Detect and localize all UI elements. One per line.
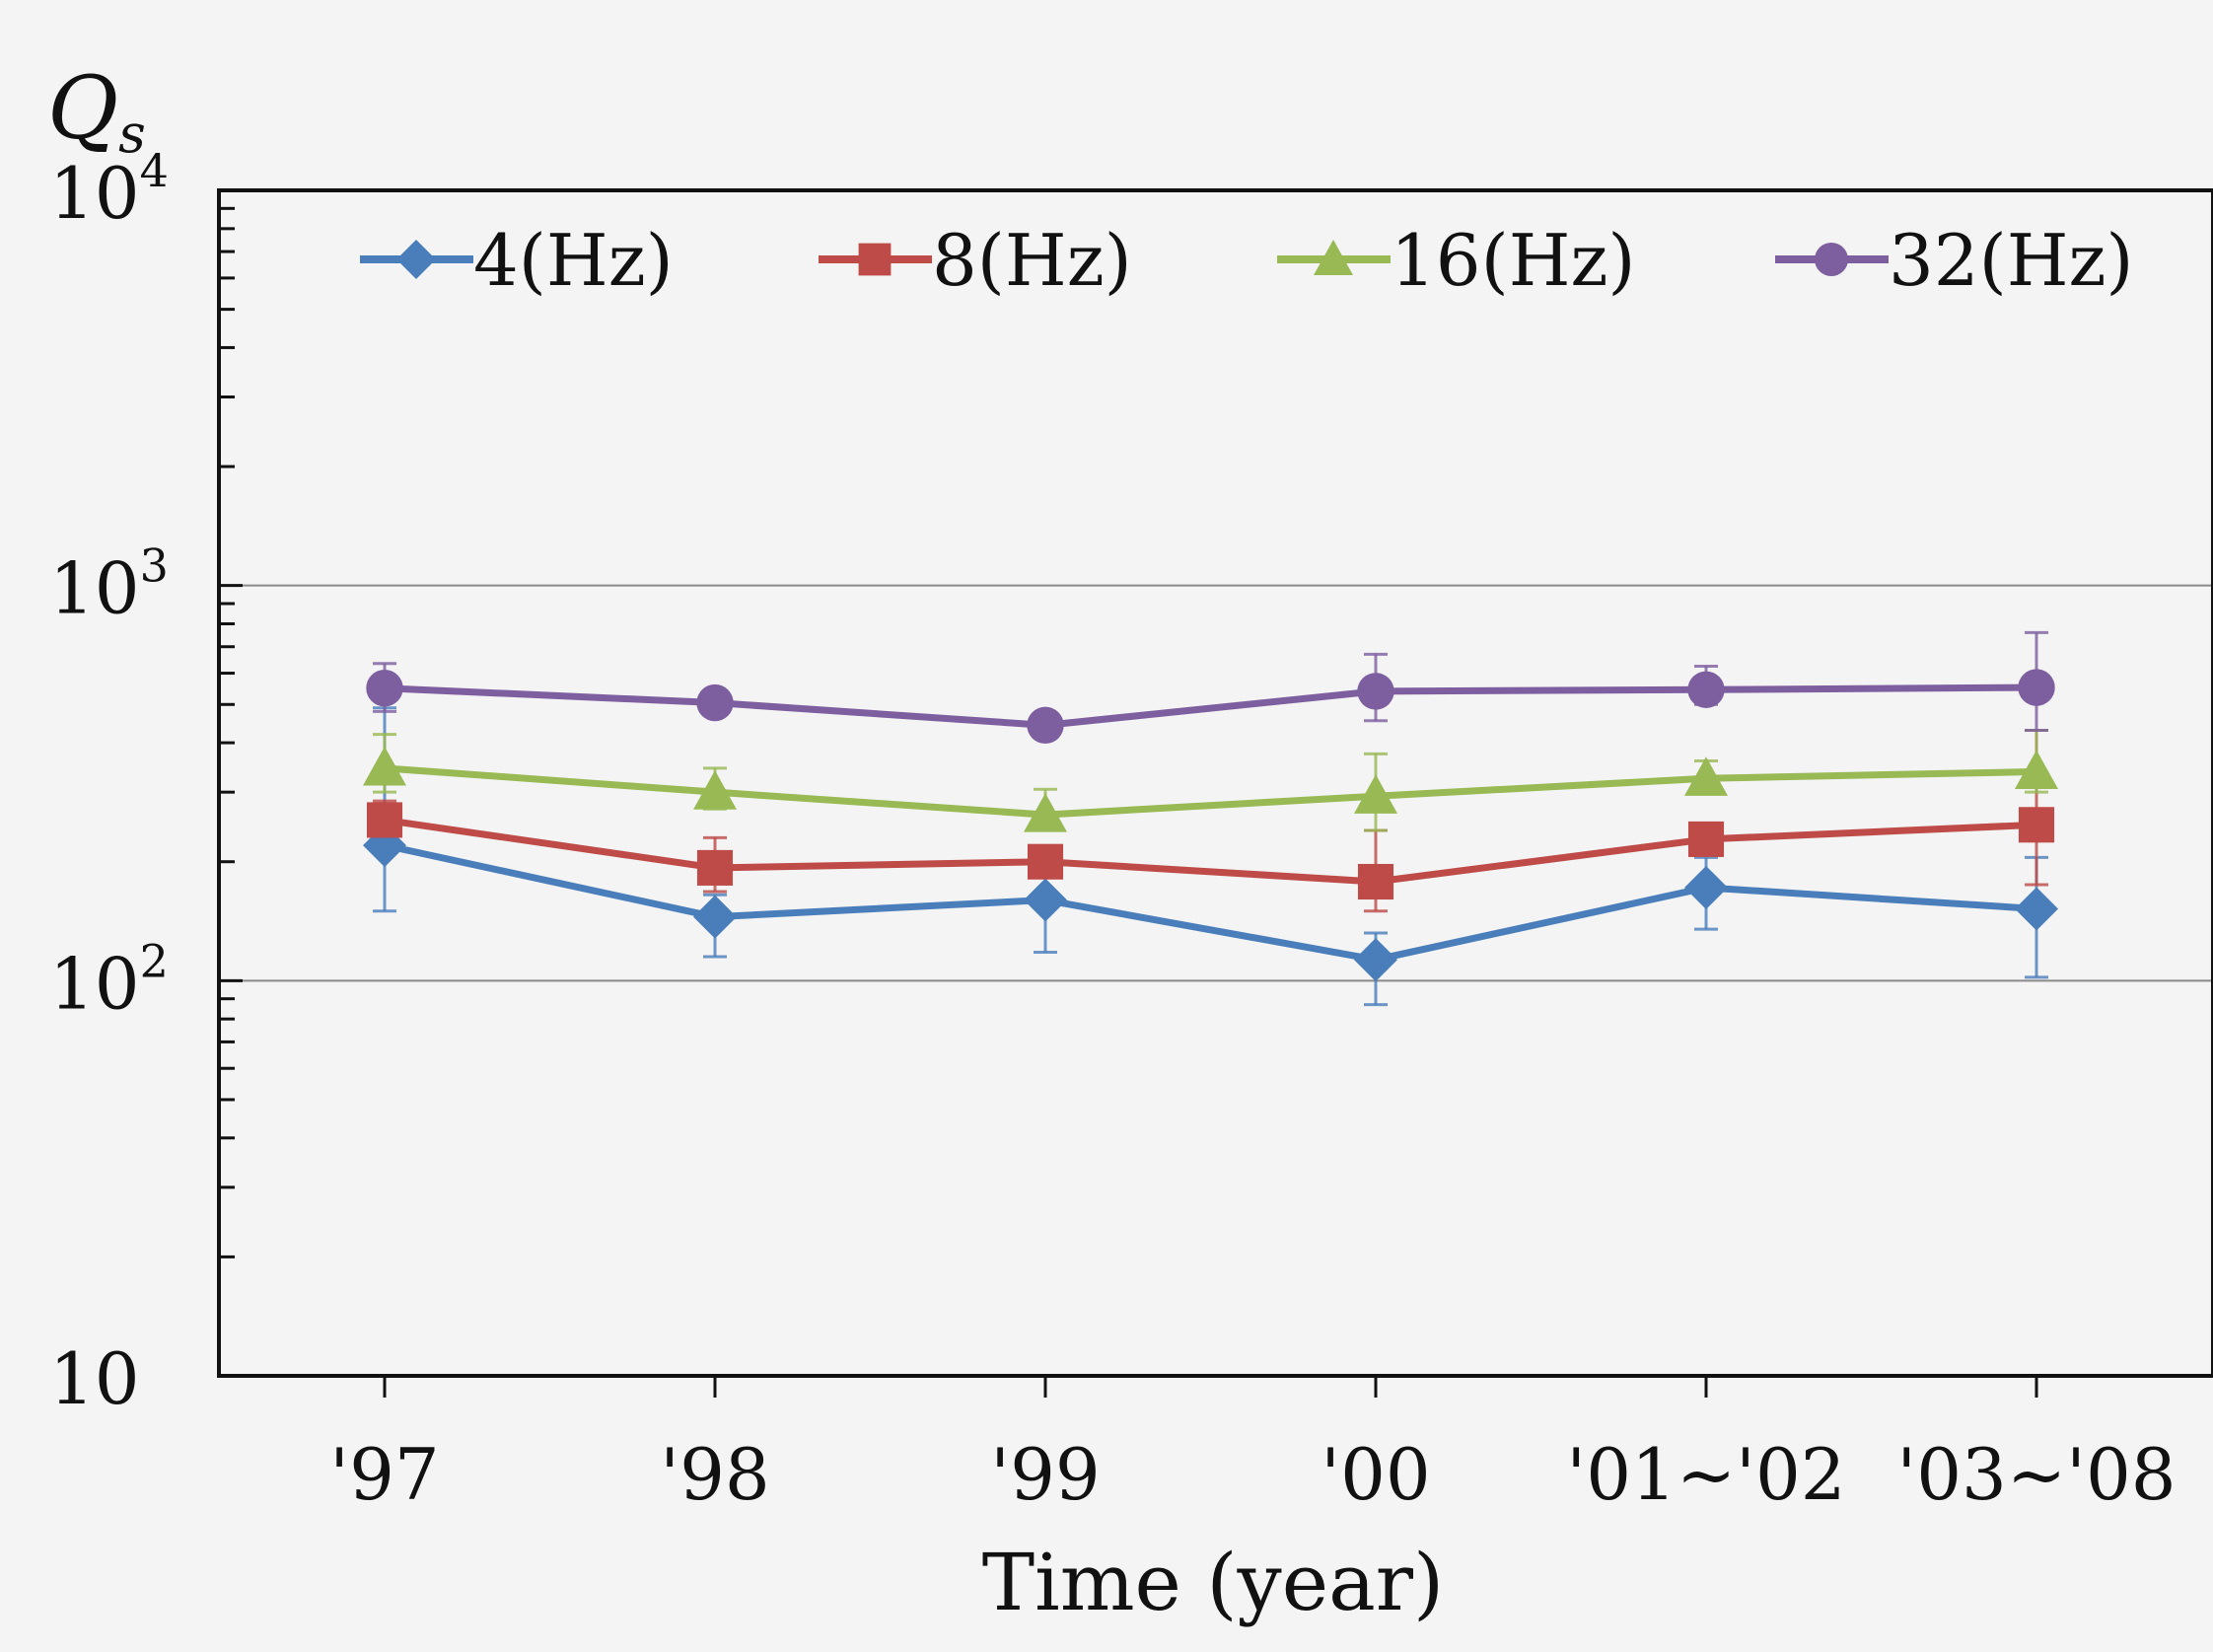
legend-label: 8(Hz) — [932, 219, 1132, 302]
y-axis-label: Qs — [47, 57, 146, 165]
data-point-triangle — [1354, 774, 1397, 814]
plot-frame — [217, 188, 2213, 1378]
data-point-square — [696, 849, 734, 886]
y-axis-ticks — [219, 188, 243, 1378]
data-point-triangle — [1684, 756, 1728, 796]
x-tick-label: '03~'08 — [1896, 1433, 2176, 1516]
data-point-triangle — [2015, 750, 2058, 790]
data-point-square — [1357, 863, 1394, 900]
x-axis-label: Time (year) — [982, 1537, 1444, 1628]
data-point-diamond — [396, 240, 436, 279]
data-point-circle — [1815, 243, 1848, 276]
data-point-square — [1687, 821, 1725, 857]
x-tick-labels: '97 '98 '99 '00 '01~'02 '03~'08 — [329, 1433, 2176, 1516]
data-point-diamond — [1024, 878, 1067, 922]
data-point-circle — [1357, 673, 1394, 710]
data-point-square — [2018, 807, 2055, 843]
y-tick-label: 104 — [49, 144, 169, 235]
data-point-diamond — [1354, 938, 1397, 982]
data-point-triangle — [1314, 240, 1353, 275]
legend-label: 32(Hz) — [1889, 219, 2134, 302]
grid-lines — [219, 584, 2213, 982]
data-point-circle — [1687, 671, 1725, 708]
data-point-triangle — [693, 770, 737, 810]
data-point-diamond — [2015, 887, 2058, 931]
x-tick-label: '00 — [1321, 1433, 1430, 1516]
x-axis-ticks — [383, 1376, 2038, 1398]
series-line — [384, 816, 2037, 886]
x-tick-label: '98 — [660, 1433, 769, 1516]
legend-label: 16(Hz) — [1391, 219, 1636, 302]
x-tick-label: '97 — [329, 1433, 439, 1516]
legend: 4(Hz) 8(Hz) 16(Hz) 32(Hz) — [360, 219, 2134, 302]
data-point-square — [1027, 843, 1064, 880]
x-tick-label: '99 — [990, 1433, 1100, 1516]
y-tick-label: 102 — [49, 934, 169, 1025]
data-point-circle — [2018, 669, 2055, 706]
y-tick-labels: 10 102 103 104 — [49, 144, 169, 1420]
data-point-circle — [366, 669, 403, 707]
y-tick-label: 103 — [49, 539, 169, 630]
x-tick-label: '01~'02 — [1566, 1433, 1845, 1516]
legend-label: 4(Hz) — [473, 219, 674, 302]
series-line — [384, 841, 2037, 964]
data-point-circle — [696, 683, 734, 722]
data-point-triangle — [363, 746, 406, 786]
data-point-circle — [1027, 706, 1064, 745]
data-markers — [363, 669, 2058, 982]
data-point-square — [366, 802, 403, 838]
series-line — [384, 683, 2037, 729]
series-line — [384, 764, 2037, 819]
data-point-diamond — [693, 895, 737, 939]
data-point-diamond — [1684, 865, 1728, 909]
y-tick-label: 10 — [49, 1337, 140, 1420]
series-lines — [384, 683, 2037, 964]
data-point-triangle — [1024, 793, 1067, 832]
y-axis-label-subscript: s — [118, 103, 146, 165]
data-point-square — [858, 243, 892, 276]
